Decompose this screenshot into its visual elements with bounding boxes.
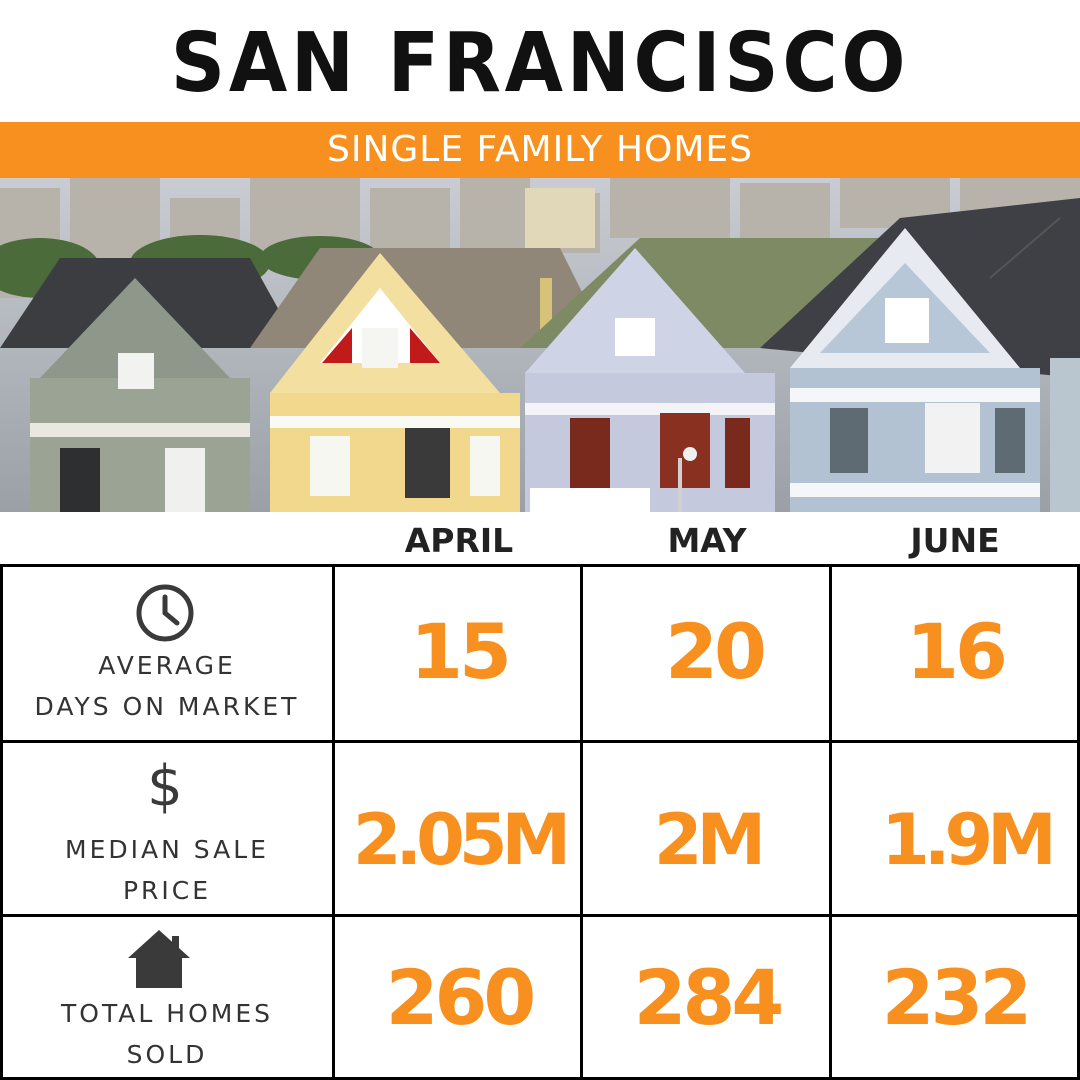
value-days-may: 20 (665, 607, 767, 696)
value-days-june: 16 (906, 607, 1008, 696)
value-price-june: 1.9M (881, 799, 1057, 881)
victorian-houses-photo (0, 178, 1080, 512)
column-header-april: APRIL (404, 521, 514, 560)
table-border-col2 (580, 564, 583, 1080)
table-border-top (0, 564, 1080, 567)
value-sold-april: 260 (385, 953, 537, 1042)
row-label-price-line2: PRICE (122, 876, 212, 905)
row-label-days-line1: AVERAGE (98, 651, 236, 680)
column-header-may: MAY (667, 521, 747, 560)
table-border-row1 (0, 740, 1080, 743)
table-border-bottom (0, 1077, 1080, 1080)
subtitle-banner: SINGLE FAMILY HOMES (0, 122, 1080, 178)
table-border-right (1077, 564, 1080, 1080)
value-days-april: 15 (410, 607, 512, 696)
row-label-sold-line1: TOTAL HOMES (61, 999, 273, 1028)
value-price-april: 2.05M (352, 799, 571, 881)
value-sold-may: 284 (633, 953, 785, 1042)
row-label-price-line1: MEDIAN SALE (65, 835, 269, 864)
column-header-june: JUNE (910, 521, 1000, 560)
house-icon (128, 930, 190, 988)
value-price-may: 2M (653, 799, 766, 881)
table-border-left (0, 564, 3, 1080)
table-border-col1 (332, 564, 335, 1080)
table-border-col3 (829, 564, 832, 1080)
row-label-days-line2: DAYS ON MARKET (34, 692, 300, 721)
clock-icon (136, 584, 194, 642)
page-title: SAN FRANCISCO COUNTY (170, 16, 910, 211)
value-sold-june: 232 (881, 953, 1033, 1042)
table-border-row2 (0, 914, 1080, 917)
subtitle-text: SINGLE FAMILY HOMES (326, 129, 754, 170)
row-label-sold-line2: SOLD (126, 1040, 208, 1069)
dollar-icon: $ (147, 754, 183, 819)
